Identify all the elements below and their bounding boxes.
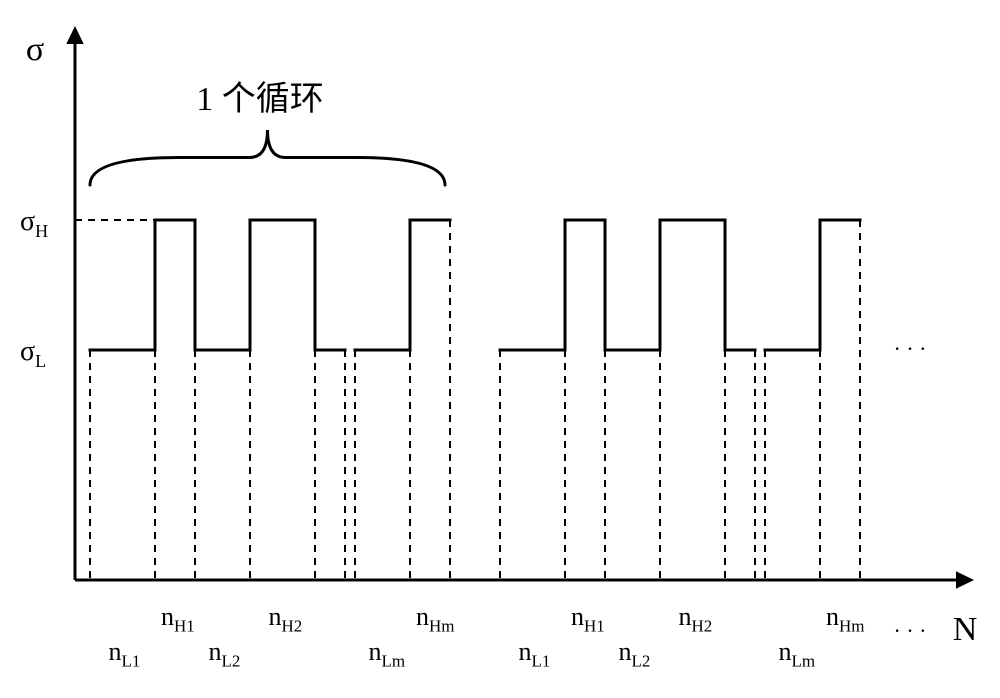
tick-nL1-0: nL1	[109, 637, 141, 671]
y-axis-arrow	[66, 26, 84, 44]
tick-nH2-3: nH2	[269, 602, 303, 636]
tick-nLm-14: nLm	[779, 637, 816, 671]
cycle-label: 1 个循环	[196, 80, 324, 118]
x-axis-arrow	[956, 571, 974, 589]
cycle-brace	[90, 130, 445, 185]
tick-nL1-8: nL1	[519, 637, 551, 671]
label-sigma-h: σH	[20, 206, 48, 241]
tick-nH1-9: nH1	[571, 602, 605, 636]
tick-nL2-2: nL2	[209, 637, 241, 671]
trailing-ellipsis-mid: · · ·	[894, 336, 927, 361]
diagram-svg: σNσHσL1 个循环nL1nH1nL2nH2. .nLmnHmnL1nH1nL…	[0, 0, 1000, 698]
label-sigma-l: σL	[20, 336, 46, 371]
y-axis-label: σ	[26, 31, 44, 68]
tick-nLm-6: nLm	[369, 637, 406, 671]
tick-nH2-11: nH2	[679, 602, 713, 636]
trailing-ellipsis-axis: · · ·	[894, 618, 927, 643]
diagram-root: σNσHσL1 个循环nL1nH1nL2nH2. .nLmnHmnL1nH1nL…	[0, 0, 1000, 698]
x-axis-label: N	[953, 611, 978, 648]
tick-nH1-1: nH1	[161, 602, 195, 636]
tick-nHm-15: nHm	[826, 602, 865, 636]
tick-nL2-10: nL2	[619, 637, 651, 671]
tick-nHm-7: nHm	[416, 602, 455, 636]
